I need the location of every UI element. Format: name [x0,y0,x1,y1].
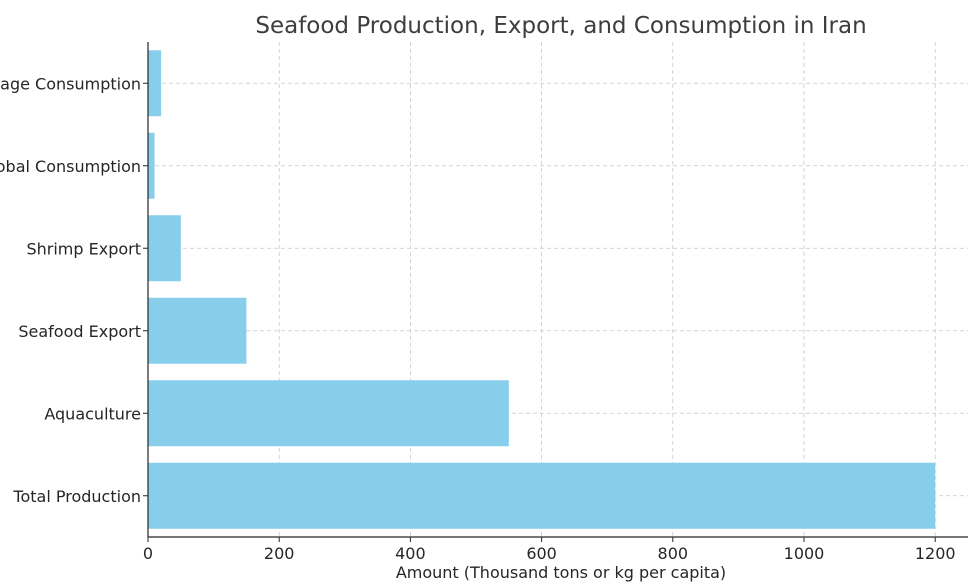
x-tick-label: 0 [143,544,153,563]
x-tick-labels: 0 200 400 600 800 1000 1200 [143,544,956,563]
y-tick-label: Global Consumption [0,157,141,176]
y-tick-label: Aquaculture [44,404,141,423]
chart-title: Seafood Production, Export, and Consumpt… [255,13,866,39]
bar [148,215,181,282]
y-tick-label: Seafood Export [18,322,141,341]
y-tick-label: Shrimp Export [26,239,141,258]
y-tick-label: Average Consumption [0,74,141,93]
bar [148,380,509,447]
x-axis-label: Amount (Thousand tons or kg per capita) [396,563,726,582]
bar [148,462,936,529]
bar [148,297,247,364]
x-tick-label: 800 [658,544,689,563]
y-tick-labels: Total Production Aquaculture Seafood Expor… [0,74,141,506]
bars [148,50,936,529]
y-tick-label: Total Production [12,487,141,506]
bar [148,132,155,199]
x-tick-label: 1000 [784,544,825,563]
x-tick-label: 600 [526,544,557,563]
x-tick-label: 200 [264,544,295,563]
x-tick-label: 1200 [915,544,956,563]
axes [143,42,968,542]
bar [148,50,162,117]
x-tick-label: 400 [395,544,426,563]
